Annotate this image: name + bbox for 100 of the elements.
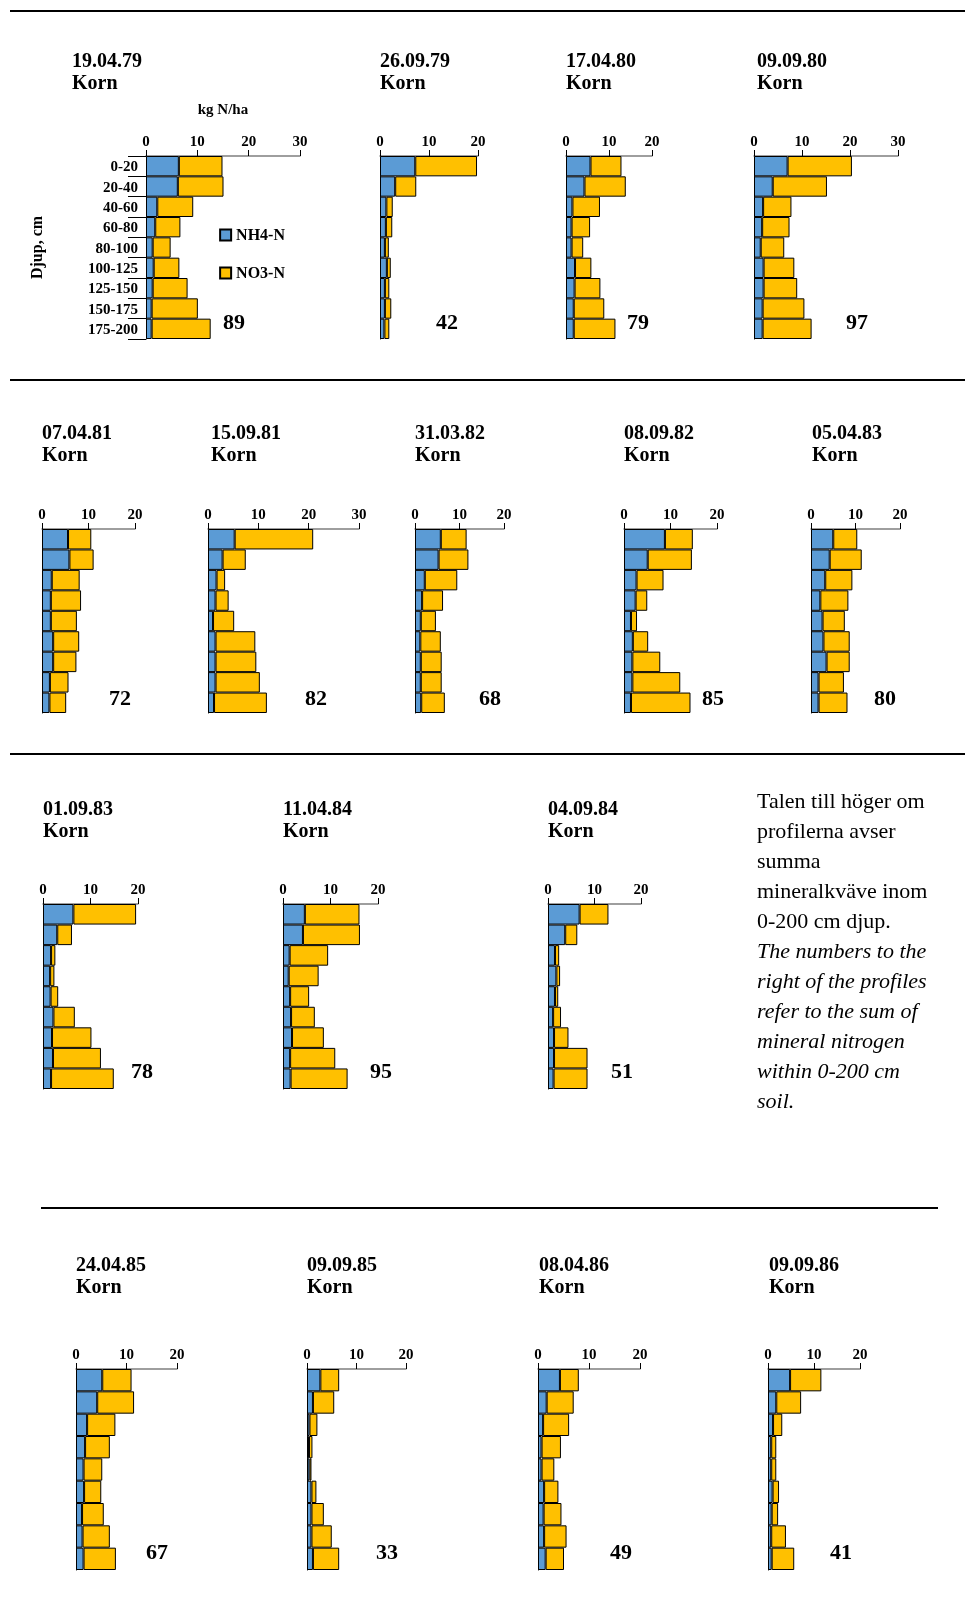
x-tick-label: 20 (398, 1345, 414, 1362)
chart-subtitle: Korn (307, 1275, 353, 1297)
x-tick-label: 0 (562, 132, 570, 149)
y-tick-label: 150-175 (88, 300, 138, 317)
chart-subtitle: Korn (76, 1275, 122, 1297)
x-tick-label: 20 (633, 880, 649, 897)
chart-subtitle: Korn (757, 71, 803, 93)
x-tick-label: 10 (323, 880, 338, 897)
x-tick-label: 0 (38, 505, 46, 522)
annotation: 80 (874, 684, 896, 710)
chart-subtitle: Korn (548, 819, 594, 841)
annotation: 72 (109, 684, 131, 710)
x-tick-label: 0 (750, 132, 758, 149)
chart-subtitle: Korn (812, 443, 858, 465)
y-tick-label: 0-20 (110, 158, 138, 175)
x-tick-label: 10 (421, 132, 437, 149)
chart-subtitle: Korn (566, 71, 612, 93)
chart-title: 26.09.79 (380, 49, 450, 71)
x-tick-label: 10 (587, 880, 602, 897)
x-tick-label: 0 (807, 505, 815, 522)
annotation: 51 (611, 1057, 633, 1083)
legend-label: NH4-N (236, 226, 286, 244)
x-tick-label: 20 (842, 132, 858, 149)
x-tick-label: 0 (279, 880, 287, 897)
x-tick-label: 20 (644, 132, 660, 149)
annotation: 85 (702, 684, 724, 710)
x-tick-label: 10 (81, 505, 96, 522)
x-tick-label: 20 (127, 505, 143, 522)
chart-title: 31.03.82 (415, 421, 485, 443)
text: Talen till höger om profilerna avser summa mineralkväve inom 0-200 cm djup. (757, 787, 929, 935)
text: The numbers to the right of the profiles refer to the sum of mineral nitrogen within 0-200 cm soil. (757, 937, 928, 1115)
chart-subtitle: Korn (283, 819, 329, 841)
chart-subtitle: Korn (539, 1275, 585, 1297)
chart-title: 19.04.79 (72, 49, 142, 71)
y-tick-label: 40-60 (103, 198, 138, 215)
x-tick-label: 30 (292, 132, 308, 149)
chart-title: 04.09.84 (548, 797, 618, 819)
y-tick-label: 175-200 (88, 320, 138, 337)
x-tick-label: 20 (709, 505, 725, 522)
x-tick-label: 10 (83, 880, 98, 897)
x-tick-label: 20 (892, 505, 908, 522)
x-tick-label: 0 (620, 505, 628, 522)
y-tick-label: 20-40 (103, 178, 138, 195)
x-tick-label: 10 (794, 132, 810, 149)
x-tick-label: 20 (496, 505, 512, 522)
y-tick-label: 60-80 (103, 219, 138, 236)
x-tick-label: 20 (852, 1345, 868, 1362)
chart-subtitle: Korn (72, 71, 118, 93)
x-tick-label: 20 (632, 1345, 648, 1362)
chart-title: 15.09.81 (211, 421, 281, 443)
chart-title: 24.04.85 (76, 1253, 146, 1275)
x-tick-label: 10 (452, 505, 467, 522)
annotation: 49 (610, 1538, 632, 1564)
x-tick-label: 10 (250, 505, 266, 522)
x-tick-label: 10 (601, 132, 617, 149)
annotation: 82 (305, 684, 327, 710)
x-tick-label: 0 (534, 1345, 542, 1362)
y-axis-title: Djup, cm (27, 215, 46, 280)
annotation: 89 (223, 308, 245, 334)
x-tick-label: 0 (376, 132, 384, 149)
x-tick-label: 0 (72, 1345, 80, 1362)
x-tick-label: 0 (411, 505, 419, 522)
y-tick-label: 80-100 (95, 239, 138, 256)
chart-title: 01.09.83 (43, 797, 113, 819)
chart-subtitle: Korn (211, 443, 257, 465)
x-tick-label: 0 (544, 880, 552, 897)
chart-title: 07.04.81 (42, 421, 112, 443)
chart-subtitle: Korn (624, 443, 670, 465)
chart-subtitle: Korn (415, 443, 461, 465)
chart-subtitle: Korn (380, 71, 426, 93)
chart-title: 05.04.83 (812, 421, 882, 443)
x-tick-label: 20 (241, 132, 257, 149)
chart-title: 09.09.85 (307, 1253, 377, 1275)
x-tick-label: 30 (890, 132, 906, 149)
annotation: 97 (846, 308, 868, 334)
annotation: 95 (370, 1057, 392, 1083)
chart-subtitle: Korn (42, 443, 88, 465)
chart-title: 09.09.86 (769, 1253, 839, 1275)
y-tick-label: 125-150 (88, 280, 138, 297)
x-tick-label: 10 (806, 1345, 822, 1362)
x-tick-label: 0 (764, 1345, 772, 1362)
x-tick-label: 0 (142, 132, 150, 149)
x-tick-label: 0 (204, 505, 212, 522)
annotation: 68 (479, 684, 501, 710)
annotation: 33 (376, 1538, 398, 1564)
x-tick-label: 20 (301, 505, 317, 522)
x-tick-label: 20 (169, 1345, 185, 1362)
x-tick-label: 10 (848, 505, 863, 522)
x-tick-label: 20 (130, 880, 146, 897)
x-tick-label: 0 (39, 880, 47, 897)
x-tick-label: 10 (663, 505, 678, 522)
x-tick-label: 0 (303, 1345, 311, 1362)
y-tick-label: 100-125 (88, 259, 138, 276)
annotation: 42 (436, 308, 458, 334)
chart-title: 08.09.82 (624, 421, 694, 443)
x-tick-label: 10 (581, 1345, 597, 1362)
chart-subtitle: Korn (769, 1275, 815, 1297)
x-tick-label: 10 (119, 1345, 134, 1362)
chart-subtitle: Korn (43, 819, 89, 841)
x-tick-label: 20 (470, 132, 486, 149)
